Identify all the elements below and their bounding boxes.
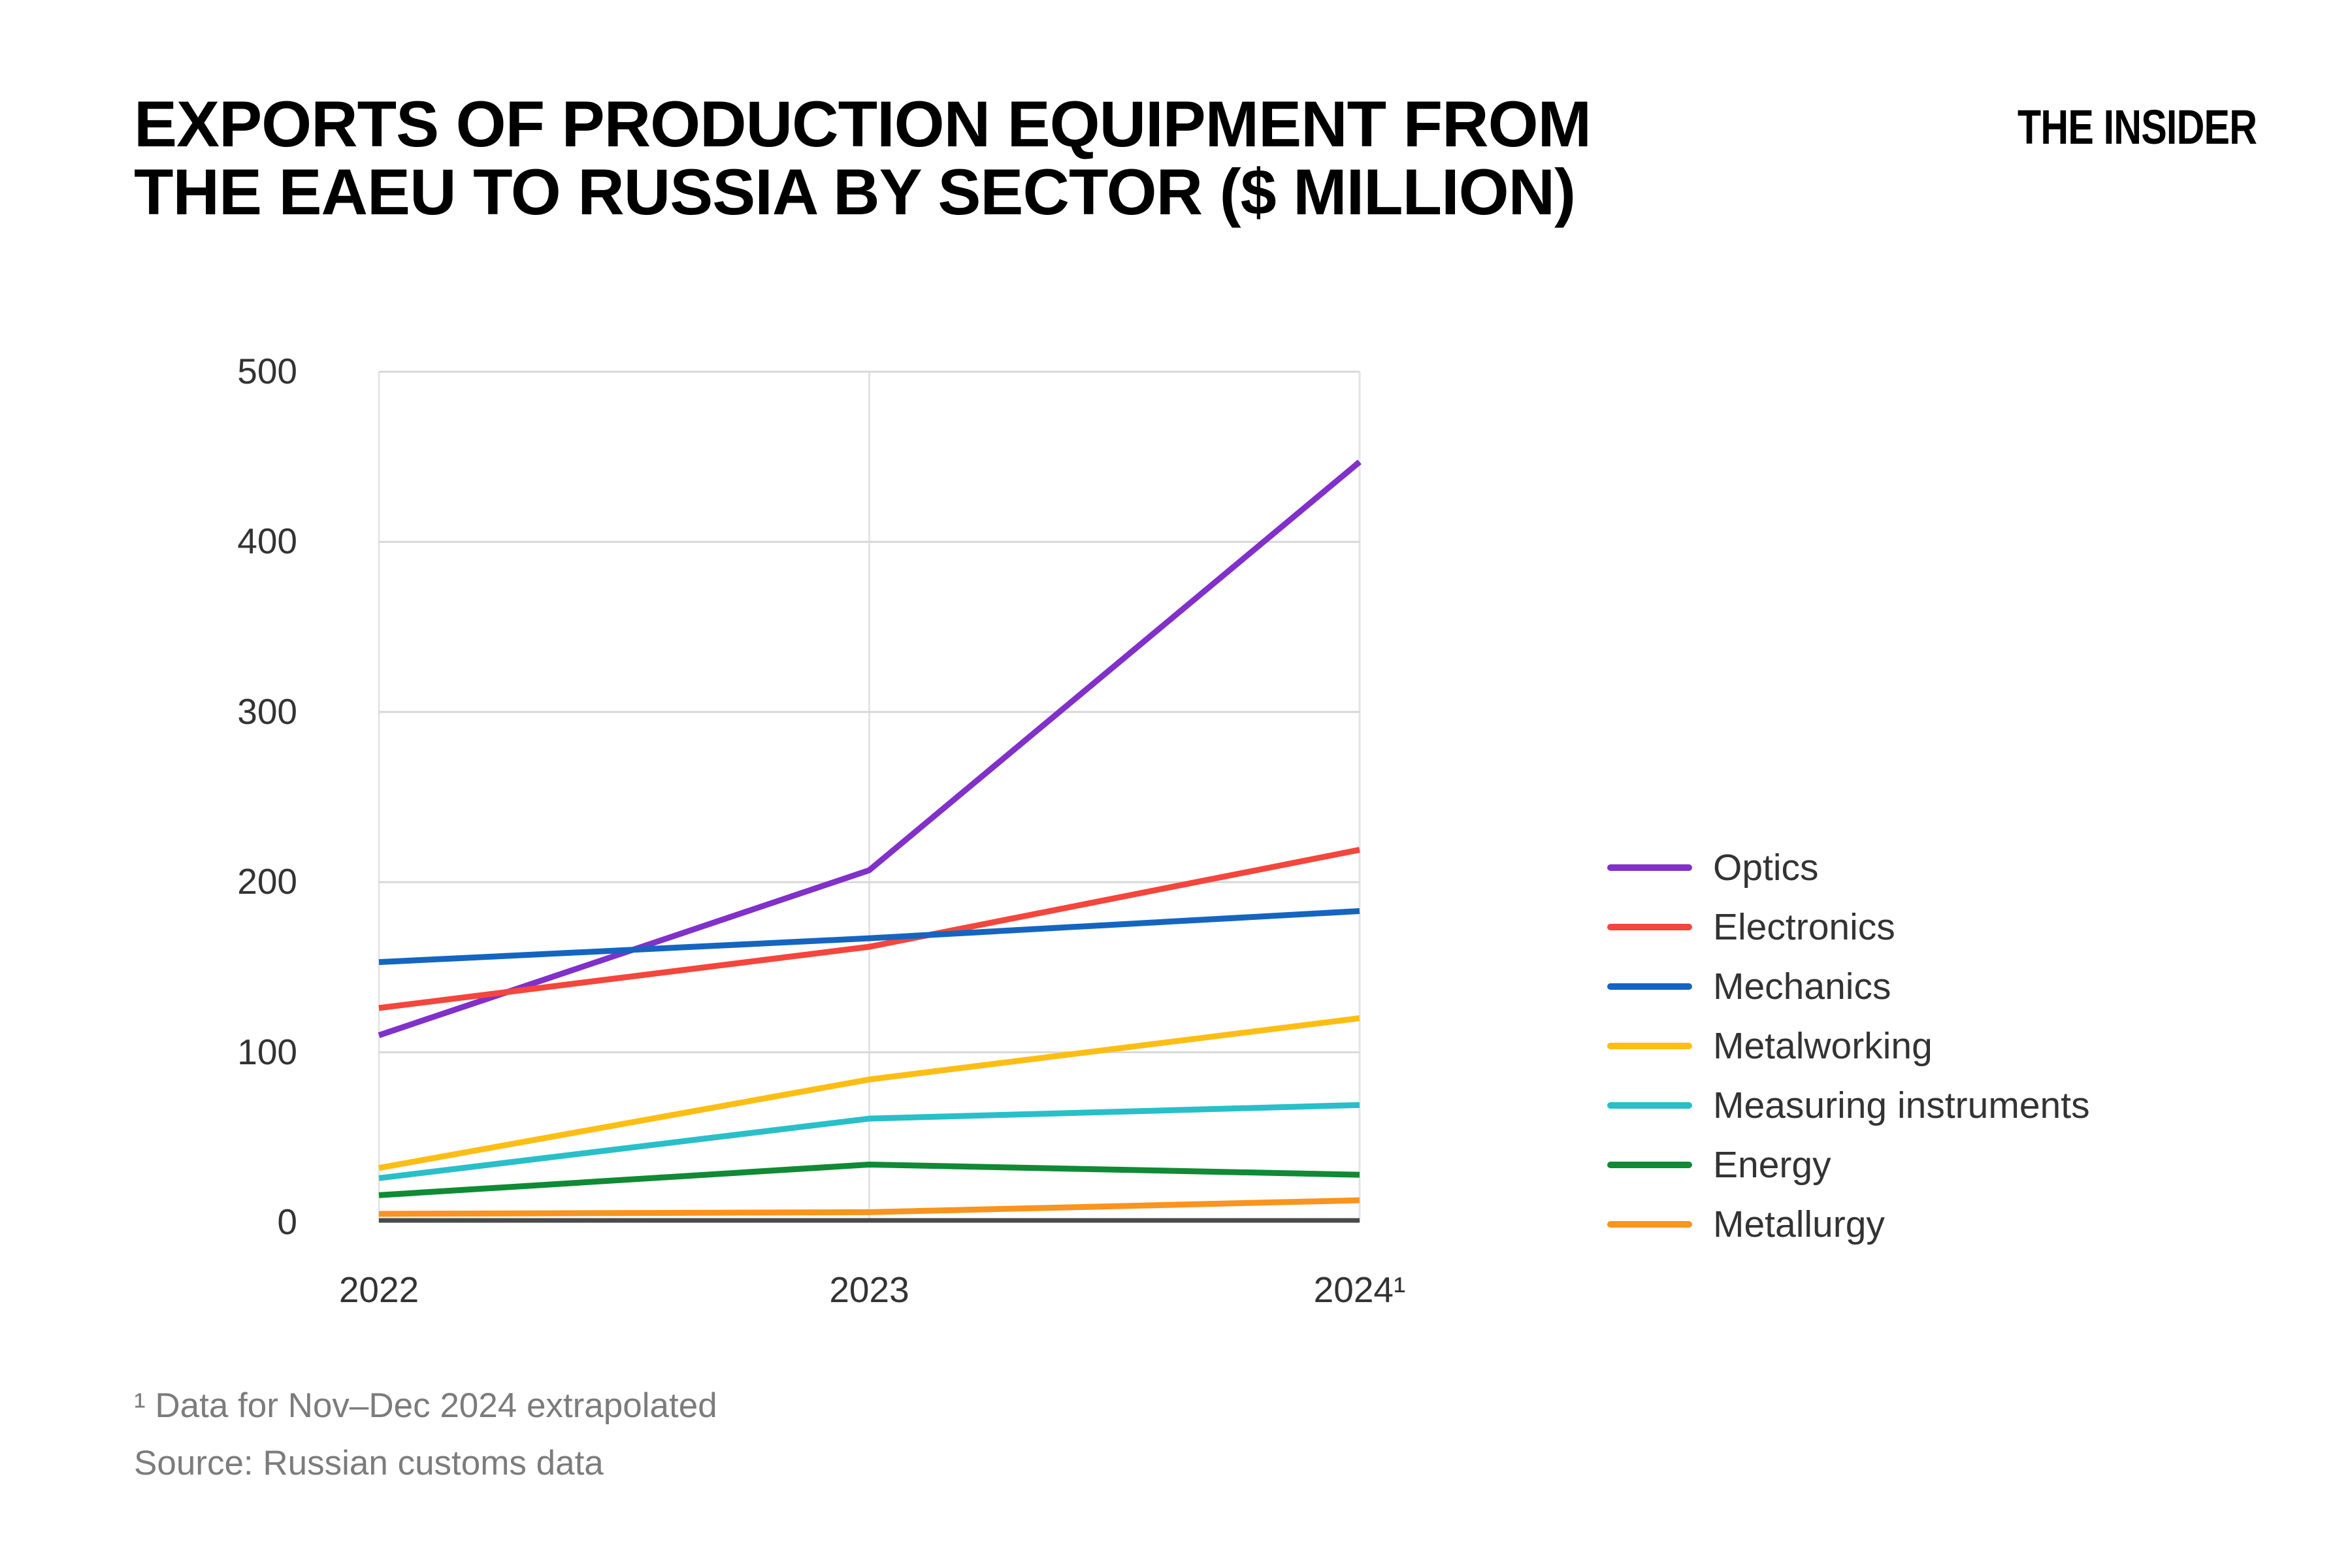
legend-swatch-metallurgy [1607, 1220, 1692, 1228]
y-tick-label-500: 500 [237, 351, 297, 391]
legend-item-measuring-instruments: Measuring instruments [1607, 1075, 2090, 1135]
legend-item-metalworking: Metalworking [1607, 1016, 2090, 1075]
footnote-source: Source: Russian customs data [134, 1444, 604, 1482]
legend-item-energy: Energy [1607, 1135, 2090, 1194]
series-line-metalworking [378, 1015, 1360, 1171]
legend-item-electronics: Electronics [1607, 897, 2090, 956]
legend-swatch-metalworking [1607, 1042, 1692, 1049]
legend-swatch-measuring-instruments [1607, 1102, 1692, 1109]
series-line-electronics [378, 847, 1360, 1011]
y-tick-label-100: 100 [237, 1031, 297, 1072]
legend-label-mechanics: Mechanics [1713, 965, 1891, 1007]
series-line-metallurgy [378, 1197, 1360, 1217]
legend-label-electronics: Electronics [1713, 906, 1895, 948]
legend-label-measuring-instruments: Measuring instruments [1713, 1084, 2090, 1126]
legend-item-metallurgy: Metallurgy [1607, 1194, 2090, 1254]
legend-label-optics: Optics [1713, 846, 1819, 889]
series-line-optics [378, 459, 1362, 1038]
legend-label-energy: Energy [1713, 1143, 1831, 1186]
legend-swatch-energy [1607, 1161, 1692, 1168]
the-insider-logo: THE INSIDER [2017, 100, 2257, 154]
y-tick-label-0: 0 [277, 1201, 297, 1242]
y-tick-label-200: 200 [237, 861, 297, 902]
chart-title-line1: EXPORTS OF PRODUCTION EQUIPMENT FROM [134, 88, 1592, 160]
x-tick-label-2: 2024¹ [1313, 1269, 1406, 1310]
legend-swatch-mechanics [1607, 983, 1692, 990]
chart-title-line2: THE EAEU TO RUSSIA BY SECTOR ($ MILLION) [134, 155, 1576, 228]
series-line-measuring-instruments [378, 1102, 1360, 1181]
y-tick-label-400: 400 [237, 521, 297, 562]
series-line-energy [378, 1161, 1360, 1198]
legend-item-mechanics: Mechanics [1607, 956, 2090, 1016]
legend-item-optics: Optics [1607, 838, 2090, 897]
legend-label-metallurgy: Metallurgy [1713, 1203, 1885, 1245]
legend-swatch-electronics [1607, 923, 1692, 930]
x-tick-label-0: 2022 [338, 1269, 419, 1310]
series-line-mechanics [378, 907, 1360, 966]
x-tick-label-1: 2023 [829, 1269, 909, 1310]
plot-svg [378, 370, 1362, 1223]
legend: Optics Electronics Mechanics Metalworking Me… [1607, 838, 2090, 1254]
footnote-note: ¹ Data for Nov–Dec 2024 extrapolated [134, 1386, 717, 1425]
y-tick-label-300: 300 [237, 691, 297, 732]
legend-swatch-optics [1607, 864, 1692, 871]
chart-title: EXPORTS OF PRODUCTION EQUIPMENT FROM THE… [134, 88, 1592, 228]
legend-label-metalworking: Metalworking [1713, 1024, 1933, 1067]
